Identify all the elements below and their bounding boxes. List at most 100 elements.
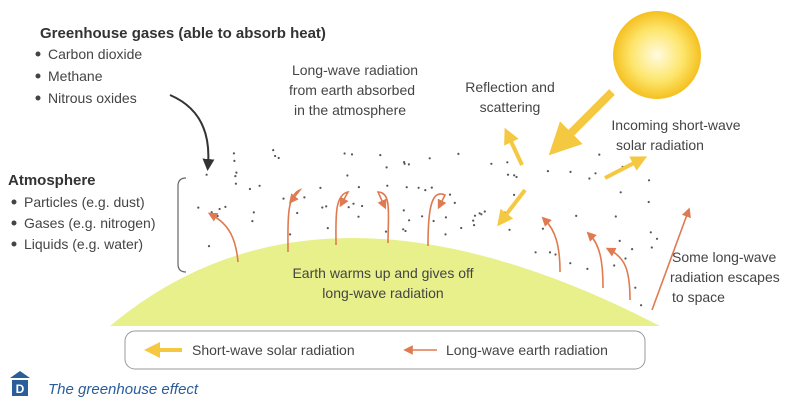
label-line: long-wave radiation [322,285,443,301]
pointer-arrow [170,95,208,165]
particle [472,220,474,222]
particle [444,233,446,235]
earth [110,238,660,326]
particle [631,248,633,250]
particle [513,194,515,196]
particle [404,163,406,165]
component: Particles (e.g. dust) [24,194,145,210]
particle [648,179,650,181]
gas-list: Carbon dioxide Methane Nitrous oxides [36,46,143,106]
particle [484,210,486,212]
caption-letter: D [16,382,25,396]
gas: Carbon dioxide [48,46,142,62]
component: Liquids (e.g. water) [24,236,143,252]
particle [474,215,476,217]
reflection-label: Reflection and scattering [465,79,555,115]
particle [379,154,381,156]
lw-arrow [590,235,603,288]
label-line: scattering [480,99,541,115]
particle [357,216,359,218]
absorbed-label: Long-wave radiation from earth absorbed … [289,62,418,118]
particle [515,176,517,178]
particle [421,215,423,217]
particle [234,175,236,177]
bullet [36,52,41,57]
particle [352,203,354,205]
particle [386,185,388,187]
atmosphere-title: Atmosphere [8,172,96,189]
particle [588,177,590,179]
lw-arrow [428,194,445,246]
particle [575,215,577,217]
brace [178,178,186,272]
particle [473,224,475,226]
lw-arrow [336,192,348,245]
caption-roof [10,371,30,378]
lw-arrow [610,250,630,300]
component: Gases (e.g. nitrogen) [24,215,156,231]
particle [650,231,652,233]
particle [634,287,636,289]
particle [348,206,350,208]
particle [321,206,323,208]
particle [274,155,276,157]
label-line: to space [672,289,725,305]
incoming-arrow [560,92,612,144]
scatter-arrow [605,160,640,178]
particle [454,202,456,204]
particle [296,212,298,214]
particle [327,227,329,229]
bullet [12,200,17,205]
sun [613,11,701,99]
particle [408,163,410,165]
label-line: solar radiation [616,137,704,153]
label-line: Incoming short-wave [611,117,740,133]
particle [615,215,617,217]
bullet [36,74,41,79]
bullet [36,96,41,101]
particle [402,228,404,230]
particle [508,229,510,231]
label-line: Some long-wave [672,249,776,265]
particle [586,268,588,270]
particle [651,246,653,248]
particle [656,238,658,240]
particle [624,257,626,259]
particle [361,205,363,207]
particle [424,189,426,191]
particle [569,262,571,264]
lw-arrow [212,215,238,262]
particle [429,157,431,159]
incoming-label: Incoming short-wave solar radiation [611,117,740,153]
particle [479,212,481,214]
lw-arrow [545,220,560,272]
particle [506,161,508,163]
particle [408,219,410,221]
label-line: Reflection and [465,79,555,95]
diagram: Greenhouse gases (able to absorb heat) C… [0,0,790,401]
particle [319,187,321,189]
legend-entry: Long-wave earth radiation [446,342,608,358]
particle [598,154,600,156]
particle [613,264,615,266]
particle [325,205,327,207]
particle [404,230,406,232]
particle [289,233,291,235]
particle [513,174,515,176]
gases-title: Greenhouse gases (able to absorb heat) [40,25,326,42]
reflect-arrow [508,135,522,165]
particle [197,207,199,209]
particle [460,227,462,229]
particle [490,163,492,165]
label-line: radiation escapes [670,269,780,285]
particle [594,172,596,174]
particle [449,194,451,196]
particle [620,191,622,193]
particle [208,245,210,247]
particle [224,206,226,208]
particle [418,187,420,189]
gas: Methane [48,68,103,84]
particle [211,211,213,213]
particle [542,228,544,230]
particle [235,172,237,174]
